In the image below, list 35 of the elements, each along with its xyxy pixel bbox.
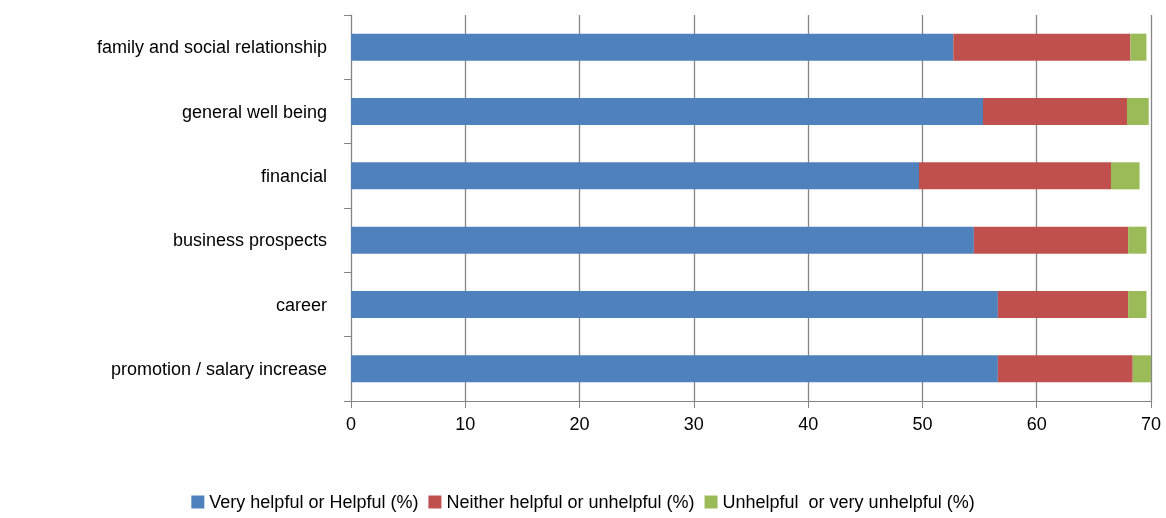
y-tick-label: promotion / salary increase — [110, 358, 327, 379]
legend-label: Neither helpful or unhelpful (%) — [446, 492, 695, 512]
bar — [351, 98, 983, 125]
bar — [351, 291, 998, 318]
bar — [1130, 33, 1147, 61]
x-tick-label: 40 — [798, 414, 819, 434]
bar — [997, 355, 1133, 383]
x-tick-label: 0 — [345, 414, 357, 434]
y-tick-label: financial — [260, 165, 327, 186]
bar — [351, 355, 998, 383]
bar — [1128, 226, 1147, 254]
legend-label: Very helpful or Helpful (%) — [209, 492, 419, 512]
legend-label: Unhelpful or very unhelpful (%) — [722, 492, 975, 512]
x-tick-label: 10 — [455, 414, 476, 434]
x-tick-label: 70 — [1140, 414, 1162, 434]
bar — [351, 162, 919, 190]
x-tick-label: 60 — [1026, 414, 1047, 434]
bar — [997, 291, 1129, 318]
bar — [1127, 98, 1149, 125]
bar — [1132, 355, 1151, 383]
x-tick-label: 50 — [912, 414, 933, 434]
y-tick-label: career — [275, 294, 327, 315]
bar — [1111, 162, 1140, 190]
y-tick-label: family and social relationship — [96, 37, 327, 58]
bar — [953, 33, 1131, 61]
bar — [973, 226, 1129, 254]
y-tick-label: business prospects — [172, 230, 327, 251]
bar — [1128, 291, 1147, 318]
bar — [983, 98, 1127, 125]
x-tick-label: 30 — [683, 414, 704, 434]
bar — [351, 33, 954, 61]
bar — [351, 226, 974, 254]
x-tick-label: 20 — [569, 414, 590, 434]
y-tick-label: general well being — [181, 101, 327, 122]
bar — [919, 162, 1111, 190]
